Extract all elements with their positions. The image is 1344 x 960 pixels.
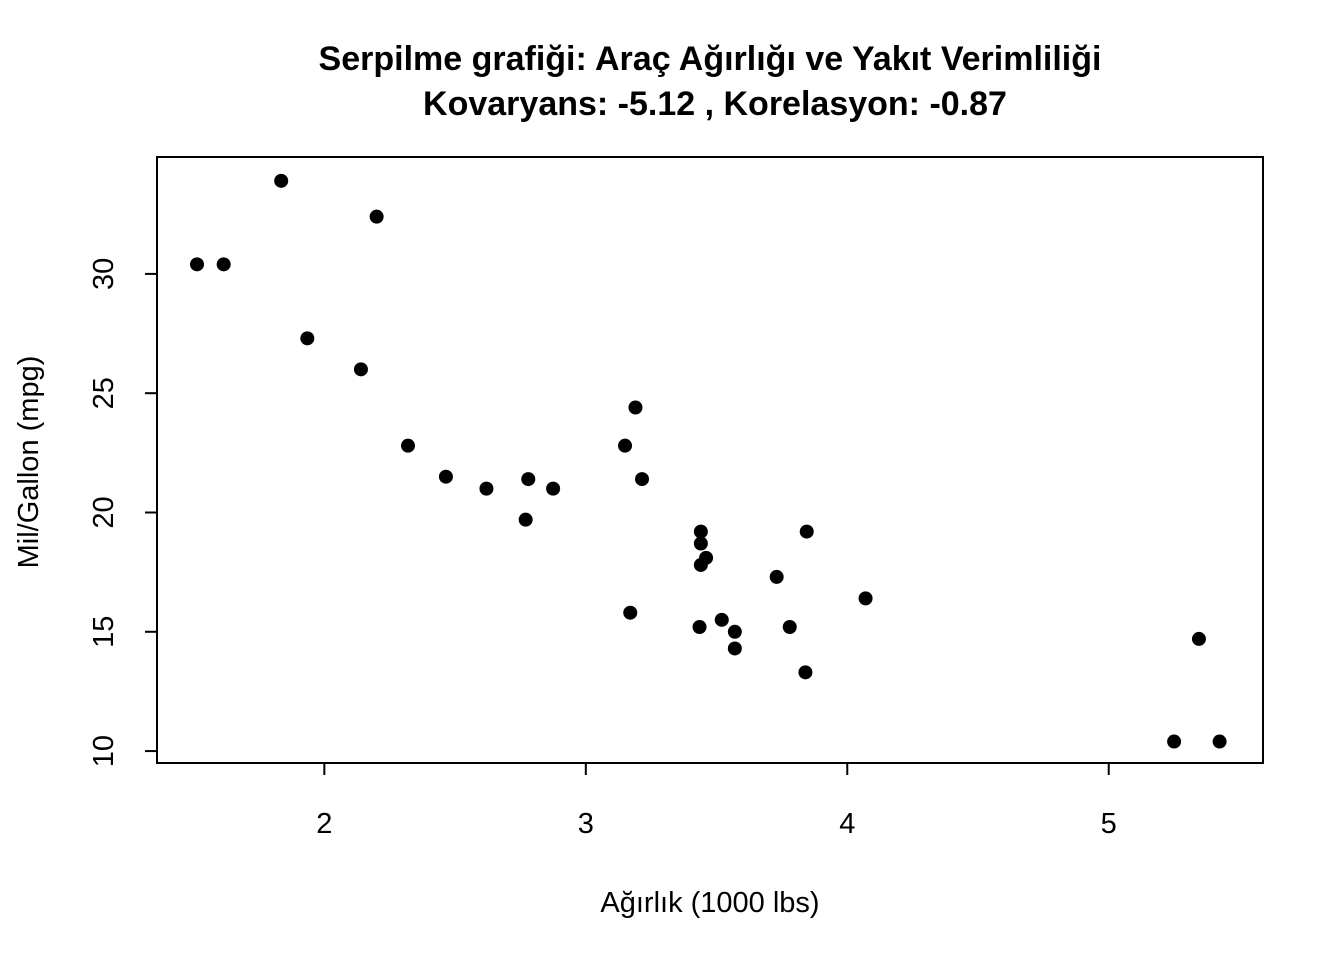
data-point xyxy=(1212,734,1227,749)
y-tick-label: 20 xyxy=(88,496,120,528)
data-point xyxy=(353,362,368,377)
data-point xyxy=(769,569,784,584)
data-point xyxy=(714,612,729,627)
data-point xyxy=(635,472,650,487)
plot-frame xyxy=(156,156,1264,764)
data-point xyxy=(518,512,533,527)
data-point xyxy=(692,620,707,635)
data-point xyxy=(727,641,742,656)
data-point xyxy=(782,620,797,635)
data-point xyxy=(623,605,638,620)
data-point xyxy=(798,665,813,680)
x-tick-label: 2 xyxy=(316,808,332,840)
data-point xyxy=(216,257,231,272)
data-point xyxy=(628,400,643,415)
chart-subtitle: Kovaryans: -5.12 , Korelasyon: -0.87 xyxy=(423,85,1007,123)
data-point xyxy=(693,557,708,572)
y-tick-label: 10 xyxy=(88,735,120,767)
data-point xyxy=(546,481,561,496)
data-point xyxy=(1167,734,1182,749)
data-point xyxy=(521,472,536,487)
data-point xyxy=(1191,631,1206,646)
data-point xyxy=(693,524,708,539)
x-axis-label: Ağırlık (1000 lbs) xyxy=(600,887,819,919)
x-tick-label: 5 xyxy=(1101,808,1117,840)
x-tick-label: 4 xyxy=(839,808,855,840)
data-point xyxy=(369,209,384,224)
x-tick-label: 3 xyxy=(578,808,594,840)
data-point xyxy=(300,331,315,346)
data-point xyxy=(727,624,742,639)
data-points xyxy=(190,173,1227,749)
y-axis-label: Mil/Gallon (mpg) xyxy=(13,356,45,569)
y-tick-label: 30 xyxy=(88,258,120,290)
data-point xyxy=(693,536,708,551)
data-point xyxy=(858,591,873,606)
data-point xyxy=(274,173,289,188)
data-point xyxy=(438,469,453,484)
y-tick-label: 25 xyxy=(88,377,120,409)
chart-title: Serpilme grafiği: Araç Ağırlığı ve Yakıt… xyxy=(319,40,1102,78)
x-axis: 2 3 4 5 xyxy=(316,762,1117,840)
y-tick-label: 15 xyxy=(88,616,120,648)
data-point xyxy=(479,481,494,496)
data-point xyxy=(401,438,416,453)
data-point xyxy=(190,257,205,272)
y-axis: 10 15 20 25 30 xyxy=(88,258,158,767)
data-point xyxy=(799,524,814,539)
data-point xyxy=(618,438,633,453)
